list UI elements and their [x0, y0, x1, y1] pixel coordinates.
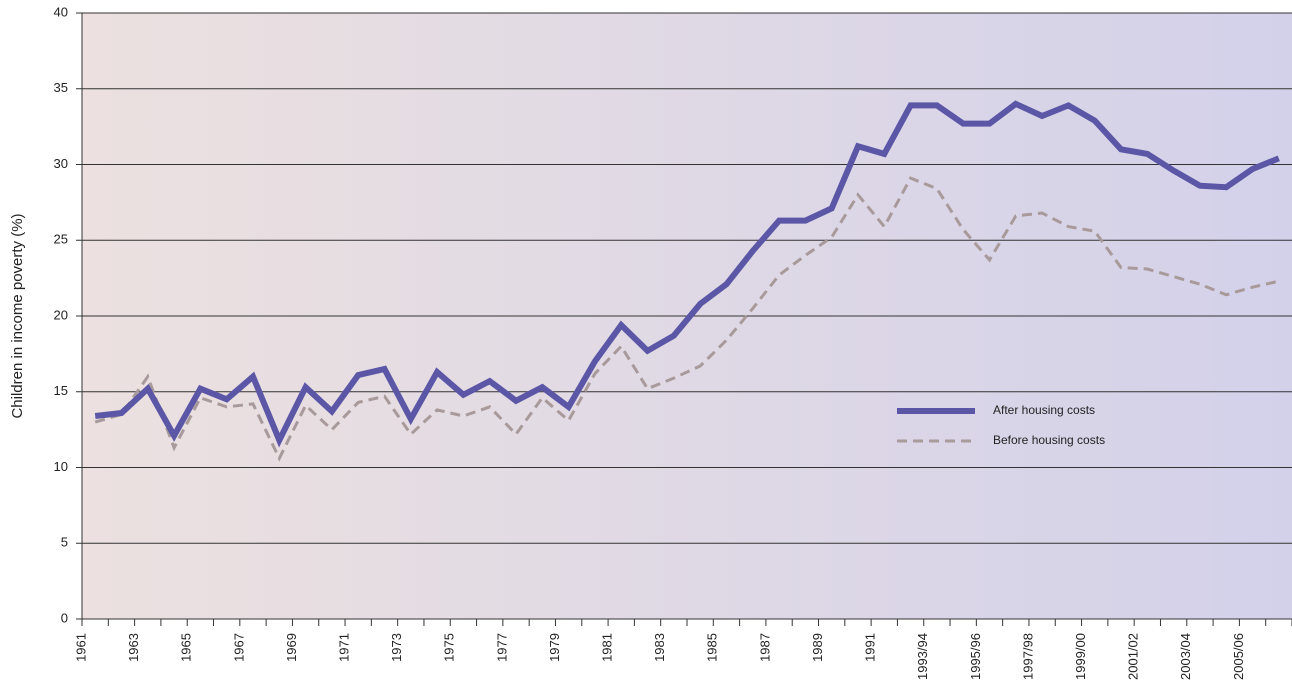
x-tick-label: 1991	[863, 633, 878, 662]
x-tick-label: 2005/06	[1231, 633, 1246, 680]
y-tick-label: 40	[54, 4, 68, 19]
y-tick-label: 15	[54, 383, 68, 398]
y-tick-label: 10	[54, 459, 68, 474]
x-tick-label: 1975	[442, 633, 457, 662]
y-tick-label: 30	[54, 156, 68, 171]
x-tick-label: 1983	[652, 633, 667, 662]
x-tick-label: 1995/96	[968, 633, 983, 680]
x-tick-label: 2001/02	[1126, 633, 1141, 680]
x-tick-label: 1963	[126, 633, 141, 662]
y-tick-label: 5	[61, 535, 68, 550]
x-tick-label: 1985	[705, 633, 720, 662]
x-tick-label: 1989	[810, 633, 825, 662]
x-tick-label: 1999/00	[1073, 633, 1088, 680]
x-tick-label: 1977	[494, 633, 509, 662]
x-tick-label: 1981	[600, 633, 615, 662]
x-tick-label: 1961	[73, 633, 88, 662]
series-line	[94, 176, 1280, 462]
x-tick-label: 1973	[389, 633, 404, 662]
y-axis-label: Children in income poverty (%)	[9, 213, 26, 418]
x-tick-label: 1971	[336, 633, 351, 662]
x-tick-label: 1965	[179, 633, 194, 662]
legend-label: After housing costs	[993, 403, 1095, 417]
x-tick-label: 1979	[547, 633, 562, 662]
x-tick-label: 1967	[231, 633, 246, 662]
y-tick-label: 20	[54, 307, 68, 322]
x-tick-label: 2003/04	[1178, 633, 1193, 680]
y-tick-label: 0	[61, 610, 68, 625]
x-tick-label: 1993/94	[915, 633, 930, 680]
y-tick-label: 25	[54, 232, 68, 247]
x-tick-label: 1987	[757, 633, 772, 662]
x-tick-label: 1969	[284, 633, 299, 662]
legend-label: Before housing costs	[993, 433, 1105, 447]
x-tick-label: 1997/98	[1020, 633, 1035, 680]
series-line	[94, 100, 1280, 448]
y-tick-label: 35	[54, 80, 68, 95]
